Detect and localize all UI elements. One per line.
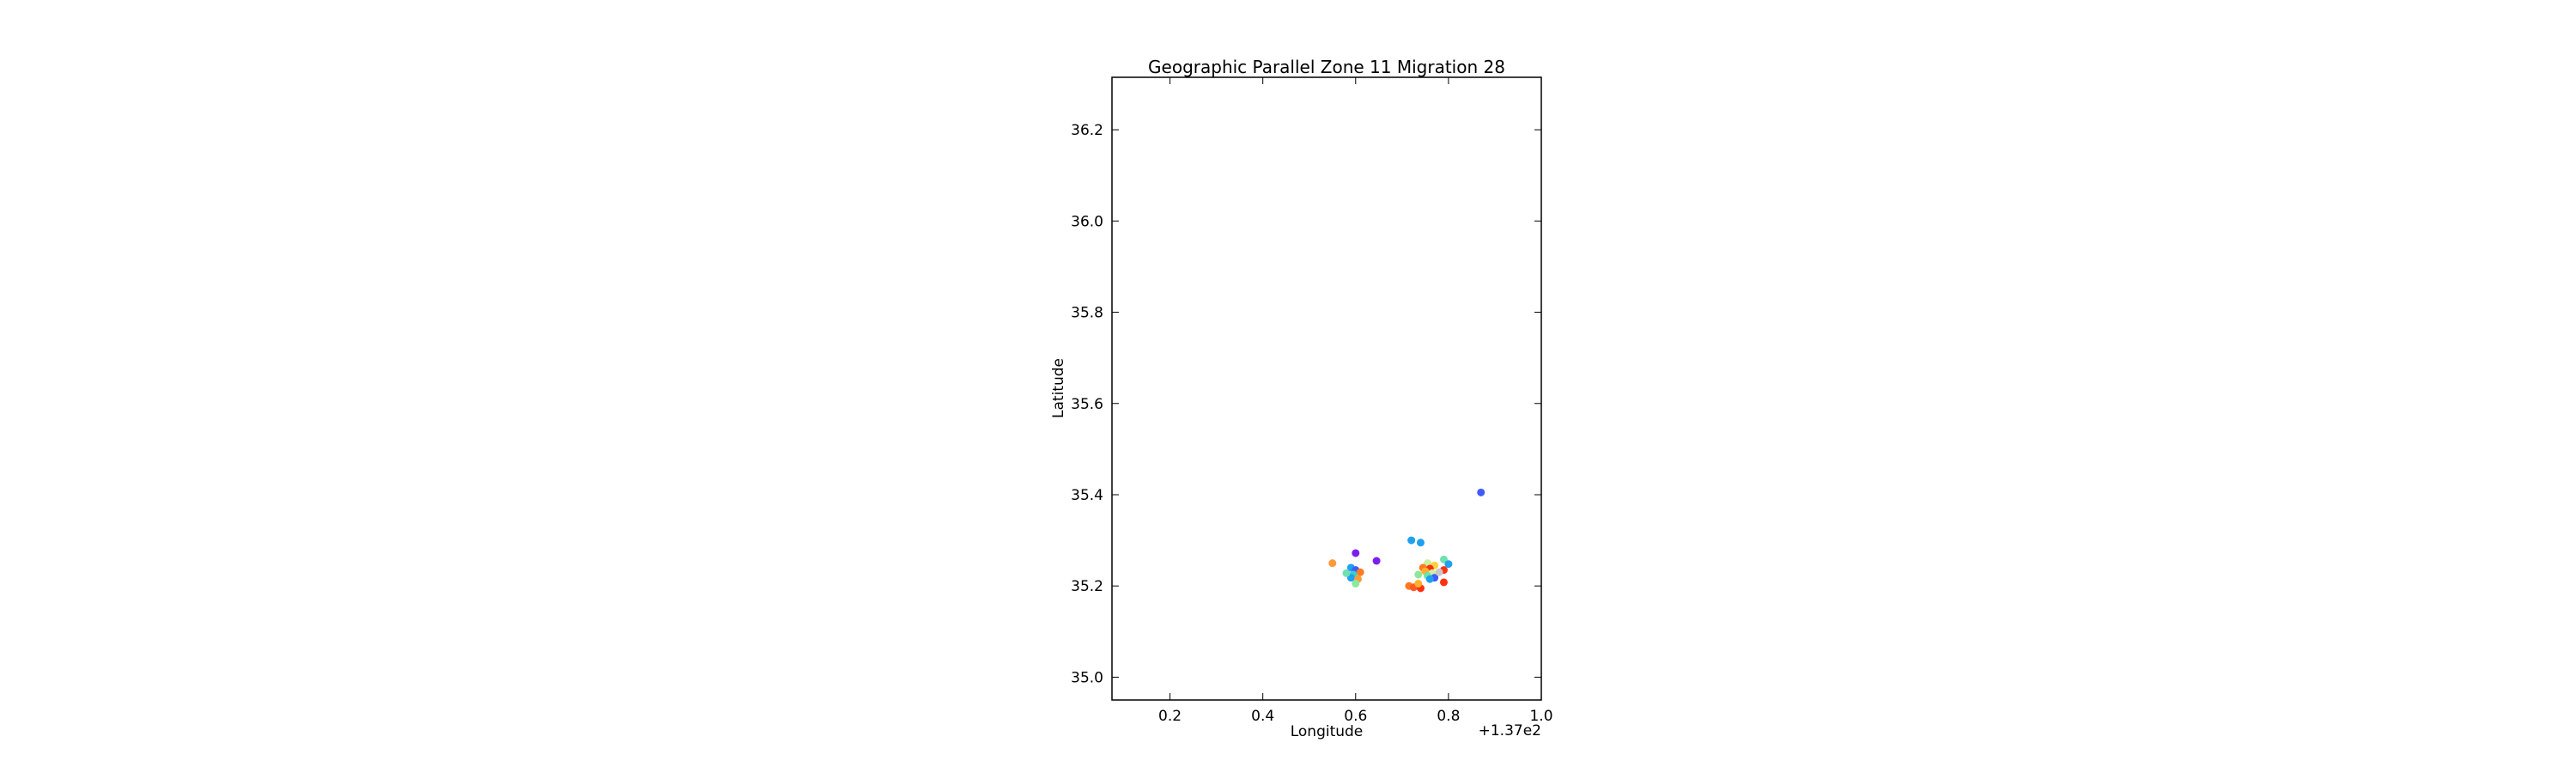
y-tick-label: 36.0: [1071, 213, 1103, 230]
x-tick-label: 0.4: [1251, 708, 1274, 725]
data-point: [1416, 539, 1425, 547]
data-point: [1477, 488, 1485, 496]
data-point: [1372, 557, 1381, 565]
y-tick-label: 35.4: [1071, 487, 1103, 504]
x-axis-ticks: 0.2 0.4 0.6 0.8 1.0: [1158, 77, 1553, 725]
data-point: [1425, 575, 1434, 583]
y-tick-label: 35.2: [1071, 578, 1103, 595]
data-point: [1407, 536, 1416, 545]
x-axis-offset-label: +1.37e2: [1479, 722, 1541, 740]
data-point: [1352, 549, 1360, 557]
data-point: [1342, 569, 1351, 577]
data-point: [1435, 568, 1443, 576]
data-point: [1356, 568, 1364, 576]
x-tick-label: 1.0: [1529, 708, 1552, 725]
y-axis-label: Latitude: [1050, 358, 1067, 418]
data-points: [1328, 488, 1485, 593]
x-axis-label: Longitude: [1291, 723, 1364, 740]
data-point: [1444, 560, 1453, 569]
y-axis-ticks: 35.0 35.2 35.4 35.6 35.8 36.0 36.2: [1071, 122, 1541, 686]
y-tick-label: 35.6: [1071, 396, 1103, 413]
data-point: [1439, 578, 1448, 587]
y-tick-label: 35.0: [1071, 669, 1103, 686]
data-point: [1352, 580, 1360, 588]
plot-area: [1111, 76, 1542, 701]
chart-title: Geographic Parallel Zone 11 Migration 28: [1148, 57, 1505, 77]
x-tick-label: 0.2: [1158, 708, 1182, 725]
y-tick-label: 36.2: [1071, 122, 1103, 139]
data-point: [1414, 570, 1423, 579]
data-point: [1328, 559, 1337, 568]
x-tick-label: 0.6: [1344, 708, 1367, 725]
y-tick-label: 35.8: [1071, 305, 1103, 322]
data-point: [1414, 580, 1423, 588]
x-tick-label: 0.8: [1437, 708, 1460, 725]
